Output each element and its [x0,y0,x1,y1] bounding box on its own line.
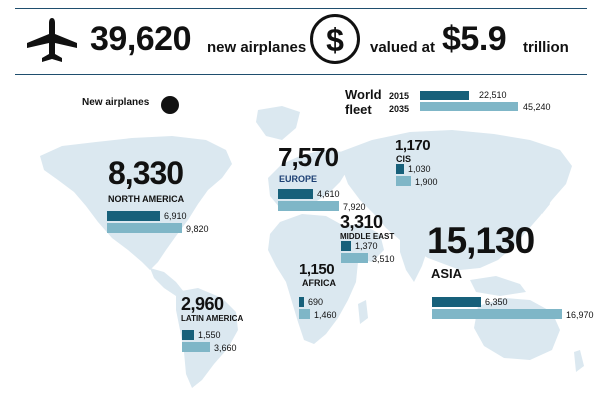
value-unit: trillion [523,39,569,56]
bar-2035-af [299,309,310,319]
dollar-circle-icon: $ [310,14,360,64]
bar-2035-cis [396,176,411,186]
bar-label-2035-na: 9,820 [186,224,209,234]
new-airplanes-legend-label: New airplanes [82,97,150,108]
bar-2015-na [107,211,160,221]
bar-label-2035-cis: 1,900 [415,177,438,187]
region-name-europe: EUROPE [279,174,318,184]
airplanes-text: new airplanes [207,39,307,56]
svg-text:$: $ [326,22,344,58]
legend-year-2015: 2015 [389,91,410,101]
region-new-cis: 1,170 [395,137,431,154]
region-name-cis: CIS [396,154,412,164]
region-name-africa: AFRICA [302,278,336,288]
bar-2035-eu [278,201,339,211]
bar-2035-as [432,309,562,319]
region-name-latin-america: LATIN AMERICA [181,314,244,323]
header-rule [15,74,587,75]
bar-label-2015-as: 6,350 [485,297,508,307]
top-rule [15,8,587,9]
world-fleet-value-2015: 22,510 [479,90,507,100]
bar-2015-me [341,241,351,251]
bar-label-2015-la: 1,550 [198,330,221,340]
legend-year-2035: 2035 [389,104,410,114]
bar-2015-eu [278,189,313,199]
region-new-north-america: 8,330 [108,155,184,191]
region-new-asia: 15,130 [427,220,535,261]
bar-2015-af [299,297,304,307]
region-new-africa: 1,150 [299,261,335,278]
bar-2015-la [182,330,194,340]
bar-2035-na [107,223,182,233]
world-fleet-bar-2035 [420,102,518,111]
bar-2035-la [182,342,210,352]
world-fleet-value-2035: 45,240 [523,102,551,112]
bar-label-2035-as: 16,970 [566,310,594,320]
new-airplanes-legend-dot [161,96,179,114]
bar-2015-as [432,297,481,307]
region-new-middle-east: 3,310 [340,212,383,232]
bar-2035-me [341,253,368,263]
bar-label-2035-eu: 7,920 [343,202,366,212]
bar-label-2015-me: 1,370 [355,241,378,251]
total-value: $5.9 [442,20,507,58]
world-fleet-label: World fleet [345,87,382,117]
bar-label-2015-af: 690 [308,297,324,307]
world-fleet-label-line2: fleet [345,102,372,117]
region-new-europe: 7,570 [278,142,339,172]
region-name-middle-east: MIDDLE EAST [340,232,395,241]
region-new-latin-america: 2,960 [181,294,224,314]
airplane-icon [27,18,77,62]
world-fleet-bar-2015 [420,91,469,100]
bar-label-2015-eu: 4,610 [317,189,340,199]
bar-label-2035-me: 3,510 [372,254,395,264]
bar-label-2035-af: 1,460 [314,310,337,320]
world-fleet-label-line1: World [345,87,382,102]
bar-label-2015-na: 6,910 [164,211,187,221]
region-name-north-america: NORTH AMERICA [108,194,185,204]
bar-2015-cis [396,164,404,174]
valued-text: valued at [370,39,436,56]
region-name-asia: ASIA [431,266,463,281]
bar-label-2015-cis: 1,030 [408,164,431,174]
bar-label-2035-la: 3,660 [214,343,237,353]
total-airplanes: 39,620 [90,20,192,58]
